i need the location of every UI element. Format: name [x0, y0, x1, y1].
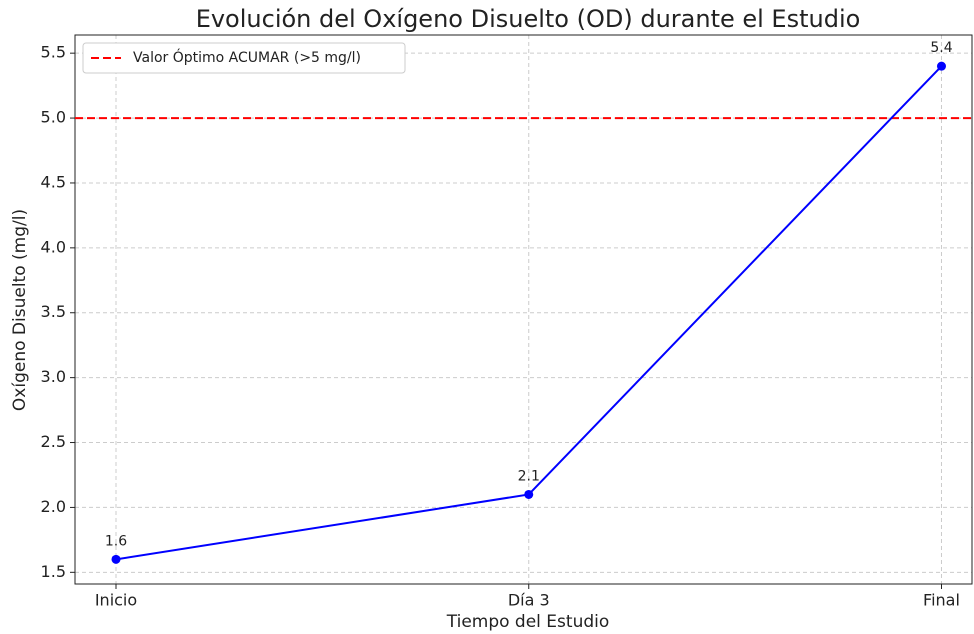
- data-label: 5.4: [930, 40, 952, 56]
- y-tick-label: 5.0: [41, 108, 66, 127]
- y-tick-label: 4.5: [41, 172, 66, 191]
- y-axis-label: Oxígeno Disuelto (mg/l): [10, 209, 30, 411]
- x-tick-label: Final: [923, 591, 960, 610]
- data-point: [524, 489, 534, 499]
- y-tick-label: 5.5: [41, 43, 66, 62]
- data-label: 2.1: [518, 468, 540, 484]
- y-tick-label: 2.0: [41, 497, 66, 516]
- y-tick-label: 1.5: [41, 562, 66, 581]
- legend-label: Valor Óptimo ACUMAR (>5 mg/l): [133, 48, 361, 66]
- chart-title: Evolución del Oxígeno Disuelto (OD) dura…: [196, 5, 861, 33]
- data-label: 1.6: [105, 533, 127, 549]
- y-tick-label: 4.0: [41, 237, 66, 256]
- y-tick-label: 3.0: [41, 367, 66, 386]
- y-tick-label: 3.5: [41, 302, 66, 321]
- legend-box: [82, 42, 406, 74]
- x-tick-label: Día 3: [508, 591, 550, 610]
- x-tick-label: Inicio: [95, 591, 137, 610]
- data-point: [936, 61, 946, 71]
- plot-frame: [74, 34, 973, 585]
- y-tick-label: 2.5: [41, 432, 66, 451]
- x-axis-label: Tiempo del Estudio: [446, 612, 610, 632]
- data-point: [111, 554, 121, 564]
